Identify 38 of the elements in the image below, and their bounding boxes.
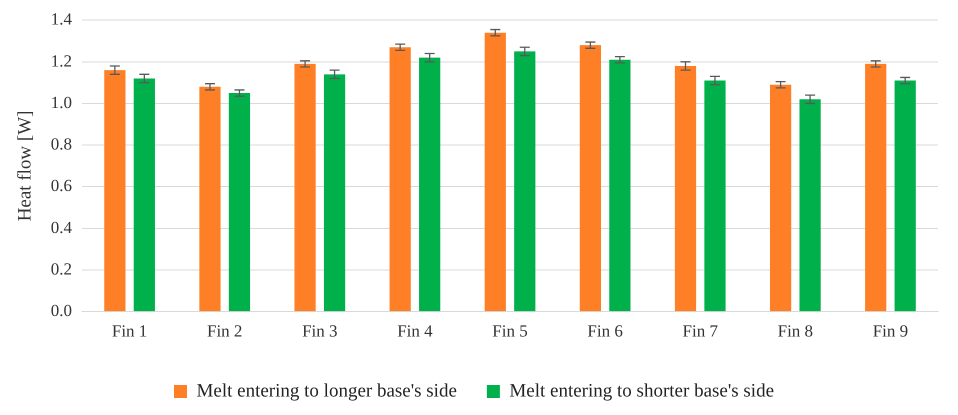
x-tick-label: Fin 2 <box>206 321 242 340</box>
bar <box>294 64 316 312</box>
x-tick-label: Fin 3 <box>302 321 338 340</box>
bar <box>199 86 221 312</box>
bar <box>324 74 346 312</box>
y-tick-label: 1.0 <box>50 92 72 112</box>
x-tick-label: Fin 4 <box>397 321 434 340</box>
bar <box>865 64 886 312</box>
bar <box>390 47 411 312</box>
bar <box>514 51 536 312</box>
y-tick-label: 0.4 <box>50 218 73 237</box>
bar <box>770 84 792 312</box>
bar <box>419 58 440 312</box>
bar <box>228 93 250 312</box>
bar <box>134 78 155 312</box>
y-tick-label: 0.2 <box>50 259 72 278</box>
bar <box>799 99 821 312</box>
x-tick-label: Fin 8 <box>778 321 814 340</box>
legend-label: Melt entering to longer base's side <box>196 380 457 402</box>
x-tick-label: Fin 7 <box>682 321 718 340</box>
y-axis-title: Heat flow [W] <box>14 110 36 222</box>
y-tick-label: 1.4 <box>50 10 73 29</box>
x-tick-label: Fin 5 <box>492 321 528 340</box>
y-tick-label: 0.8 <box>50 134 72 154</box>
y-tick-label: 1.2 <box>50 51 72 70</box>
y-tick-label: 0.6 <box>50 176 72 196</box>
bar <box>894 80 916 312</box>
x-tick-label: Fin 1 <box>112 321 148 340</box>
bar <box>580 45 602 312</box>
bar <box>484 32 506 312</box>
x-tick-label: Fin 9 <box>872 321 908 340</box>
y-tick-label: 0.0 <box>50 301 72 320</box>
legend-label: Melt entering to shorter base's side <box>509 380 774 402</box>
x-tick-label: Fin 6 <box>587 321 623 340</box>
bar <box>704 80 726 312</box>
bar <box>609 60 630 312</box>
bar <box>104 70 126 312</box>
bar <box>674 66 696 312</box>
